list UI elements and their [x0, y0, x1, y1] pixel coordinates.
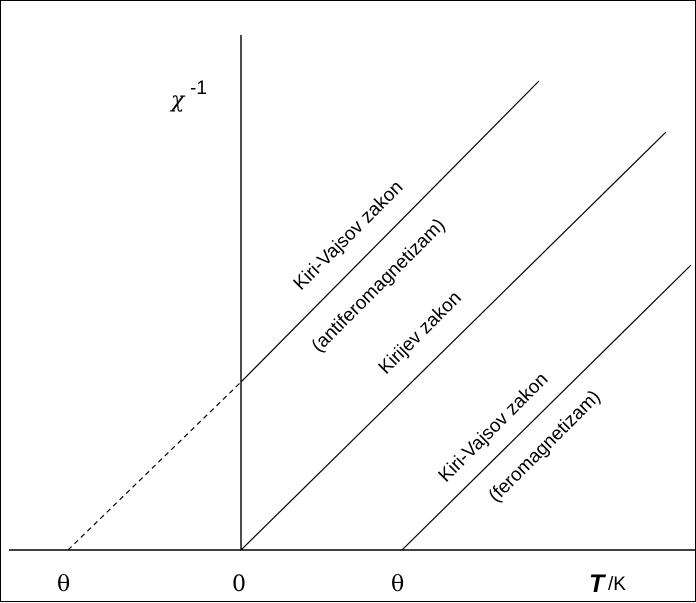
- tick-origin: 0: [232, 572, 246, 597]
- tick-right-theta: θ: [391, 572, 404, 597]
- afm-extrapolation-line: [67, 381, 242, 551]
- y-axis-symbol: χ: [169, 88, 186, 113]
- curie-law-line: [240, 131, 667, 551]
- y-axis-exponent: -1: [190, 78, 207, 99]
- afm-curie-weiss-line: [240, 80, 540, 383]
- fm-curie-weiss-line: [401, 264, 692, 551]
- x-axis-unit: /K: [608, 574, 626, 595]
- x-axis-symbol: T: [589, 570, 607, 598]
- curie-law-label: Kirijev zakon: [375, 288, 466, 379]
- tick-left-theta: θ: [57, 572, 70, 597]
